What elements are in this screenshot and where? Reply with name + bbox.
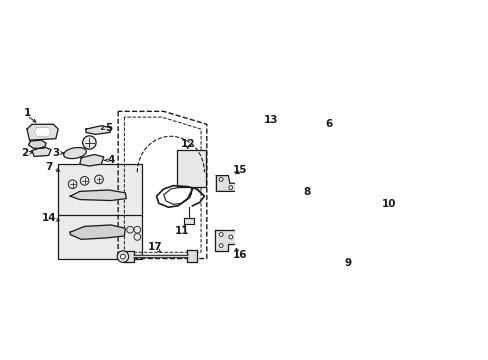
Bar xyxy=(58,163,142,216)
Polygon shape xyxy=(216,176,235,192)
Polygon shape xyxy=(28,140,46,148)
Text: 7: 7 xyxy=(45,162,52,172)
Text: 16: 16 xyxy=(233,250,247,260)
Polygon shape xyxy=(34,128,51,136)
Bar xyxy=(58,215,142,258)
Polygon shape xyxy=(260,132,272,167)
Text: 6: 6 xyxy=(325,119,332,129)
Ellipse shape xyxy=(372,207,386,224)
Ellipse shape xyxy=(335,216,369,256)
Text: 4: 4 xyxy=(107,155,114,165)
Polygon shape xyxy=(184,218,193,224)
Bar xyxy=(177,150,205,187)
Ellipse shape xyxy=(342,221,363,248)
Ellipse shape xyxy=(63,148,86,159)
Circle shape xyxy=(134,234,141,240)
Circle shape xyxy=(134,226,141,233)
Polygon shape xyxy=(32,147,51,156)
Text: 15: 15 xyxy=(233,165,247,175)
Text: 5: 5 xyxy=(105,123,112,132)
Text: 12: 12 xyxy=(180,139,195,149)
Polygon shape xyxy=(312,128,326,137)
Text: 13: 13 xyxy=(264,116,278,126)
Text: 3: 3 xyxy=(52,148,60,158)
Text: 1: 1 xyxy=(23,108,31,118)
Polygon shape xyxy=(314,201,340,242)
Circle shape xyxy=(120,254,125,259)
Polygon shape xyxy=(70,190,126,201)
Polygon shape xyxy=(215,230,235,251)
Text: 9: 9 xyxy=(344,258,351,268)
Circle shape xyxy=(219,233,223,237)
Text: 2: 2 xyxy=(21,148,28,158)
Circle shape xyxy=(95,175,103,184)
Circle shape xyxy=(219,244,223,247)
Circle shape xyxy=(80,176,89,185)
Circle shape xyxy=(228,235,232,239)
Ellipse shape xyxy=(368,203,388,228)
Circle shape xyxy=(219,177,223,181)
Text: 17: 17 xyxy=(147,242,162,252)
Circle shape xyxy=(264,163,271,171)
Circle shape xyxy=(82,136,96,149)
Polygon shape xyxy=(86,126,111,134)
Circle shape xyxy=(228,186,232,189)
Polygon shape xyxy=(27,124,58,140)
Polygon shape xyxy=(70,225,125,239)
Circle shape xyxy=(117,251,128,262)
Circle shape xyxy=(68,180,77,189)
Circle shape xyxy=(126,226,133,233)
Bar xyxy=(256,124,294,186)
Polygon shape xyxy=(186,250,197,262)
Polygon shape xyxy=(122,251,134,262)
Text: 11: 11 xyxy=(174,226,189,236)
Text: 14: 14 xyxy=(41,213,56,223)
Text: 8: 8 xyxy=(303,187,310,197)
Text: 10: 10 xyxy=(381,199,395,210)
Polygon shape xyxy=(80,154,103,166)
